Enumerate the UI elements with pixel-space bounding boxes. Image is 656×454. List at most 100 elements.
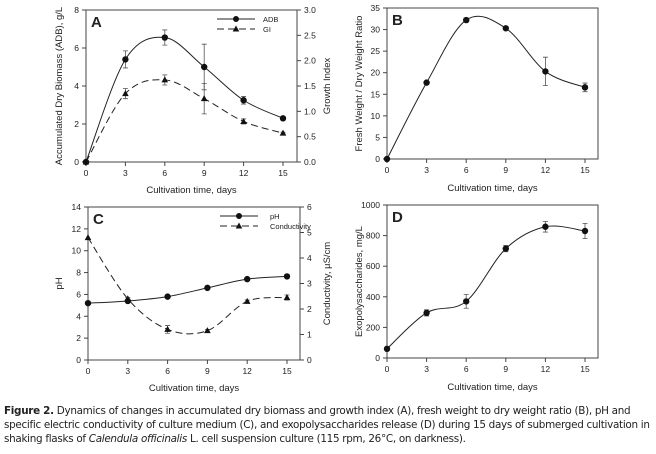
y-axis-label: Fresh Weight / Dry Weight Ratio [354, 16, 365, 152]
y2-tick-label: 2 [307, 304, 312, 314]
x-tick-label: 15 [278, 168, 288, 178]
data-point [542, 223, 549, 230]
x-tick-label: 0 [385, 364, 390, 374]
y-tick-label: 1000 [361, 200, 380, 210]
series-data [383, 220, 589, 353]
y-tick-label: 2 [76, 333, 81, 343]
y-tick-label: 6 [74, 43, 79, 53]
x-tick-label: 6 [162, 168, 167, 178]
panel-A: 0 3 6 9 12 15 0 2 4 6 8 0.0 0.5 1.0 1.5 2.0 2.5 3.0 Growth… [54, 5, 333, 196]
data-point [463, 298, 470, 305]
data-point [244, 275, 251, 283]
y2-tick-label: 3.0 [304, 5, 316, 15]
caption-text-end: L. cell suspension culture (115 rpm, 26°… [186, 433, 466, 445]
y-tick-label: 25 [371, 46, 381, 56]
y-tick-label: 600 [366, 261, 380, 271]
y2-tick-label: 2.5 [304, 30, 316, 40]
caption-text: Dynamics of changes in accumulated dry b… [4, 405, 650, 445]
series-line [85, 36, 284, 163]
y-tick-label: 400 [366, 292, 380, 302]
data-point [581, 227, 589, 235]
data-point [423, 309, 430, 317]
y-tick-label: 20 [371, 68, 381, 78]
data-point [204, 327, 211, 334]
panel-label: D [392, 209, 403, 226]
data-point [161, 34, 168, 41]
series-adb [82, 29, 287, 166]
x-tick-label: 12 [541, 364, 551, 374]
data-point [283, 294, 291, 301]
series-line [85, 79, 284, 163]
y-tick-label: 0 [375, 353, 380, 363]
y-axis-label: pH [54, 277, 65, 289]
x-tick-label: 9 [202, 168, 207, 178]
data-point [240, 97, 247, 104]
x-tick-label: 12 [242, 366, 252, 376]
data-point [502, 25, 509, 32]
x-tick-label: 12 [541, 165, 551, 175]
x-tick-label: 6 [165, 366, 170, 376]
series-gi [82, 74, 287, 165]
y-tick-label: 2 [74, 119, 79, 129]
series-line [87, 275, 288, 304]
series-line [386, 15, 586, 160]
y2-tick-label: 2.0 [304, 56, 316, 66]
legend-label: GI [263, 25, 271, 34]
y-tick-label: 200 [366, 322, 380, 332]
y-axis-label: Exopolysaccharides, mg/L [354, 226, 365, 337]
data-point [542, 68, 549, 75]
x-tick-label: 9 [205, 366, 210, 376]
y-tick-label: 0 [375, 154, 380, 164]
data-point [84, 234, 92, 241]
x-tick-label: 15 [580, 165, 590, 175]
data-point [279, 129, 287, 136]
y-tick-label: 5 [375, 132, 380, 142]
series-data [383, 15, 589, 163]
data-point [243, 297, 251, 304]
legend-marker [232, 25, 240, 32]
series-line [87, 237, 288, 335]
x-tick-label: 3 [424, 165, 429, 175]
data-point [82, 158, 90, 165]
y2-axis-label: Growth Index [322, 58, 333, 115]
data-point [463, 16, 470, 24]
data-point [200, 95, 208, 102]
data-point [279, 115, 287, 122]
y-tick-label: 8 [74, 5, 79, 15]
data-point [164, 325, 171, 332]
y2-axis-label: Conductivity, µS/cm [322, 242, 333, 326]
data-point [122, 90, 129, 97]
x-axis-label: Cultivation time, days [447, 382, 538, 393]
data-point [164, 293, 171, 300]
y-tick-label: 4 [76, 311, 81, 321]
data-point [204, 284, 211, 292]
y-tick-label: 0 [76, 355, 81, 365]
panel-B: 0 3 6 9 12 15 0 5 10 15 20 25 30 35 Fresh Weight / Dry… [354, 3, 599, 194]
data-point [502, 245, 509, 252]
legend-label: Conductivity [270, 222, 311, 231]
y-tick-label: 30 [371, 25, 381, 35]
data-point [581, 84, 589, 91]
y2-tick-label: 1.5 [304, 81, 316, 91]
x-tick-label: 0 [84, 168, 89, 178]
y2-tick-label: 5 [307, 228, 312, 238]
legend-marker [233, 16, 239, 22]
data-point [201, 63, 208, 71]
x-tick-label: 3 [125, 366, 130, 376]
y-tick-label: 15 [371, 89, 381, 99]
data-point [122, 56, 129, 63]
y-tick-label: 10 [72, 246, 82, 256]
series-conductivity [84, 234, 291, 335]
caption-species: Calendula officinalis [88, 433, 188, 445]
plot-frame [386, 204, 599, 359]
y-tick-label: 8 [76, 268, 81, 278]
x-tick-label: 15 [282, 366, 292, 376]
x-tick-label: 0 [385, 165, 390, 175]
x-tick-label: 0 [86, 366, 91, 376]
y2-tick-label: 1.0 [304, 106, 316, 116]
y2-tick-label: 3 [307, 279, 312, 289]
panel-label: C [93, 211, 104, 228]
y-tick-label: 10 [371, 111, 381, 121]
y2-tick-label: 6 [307, 202, 312, 212]
